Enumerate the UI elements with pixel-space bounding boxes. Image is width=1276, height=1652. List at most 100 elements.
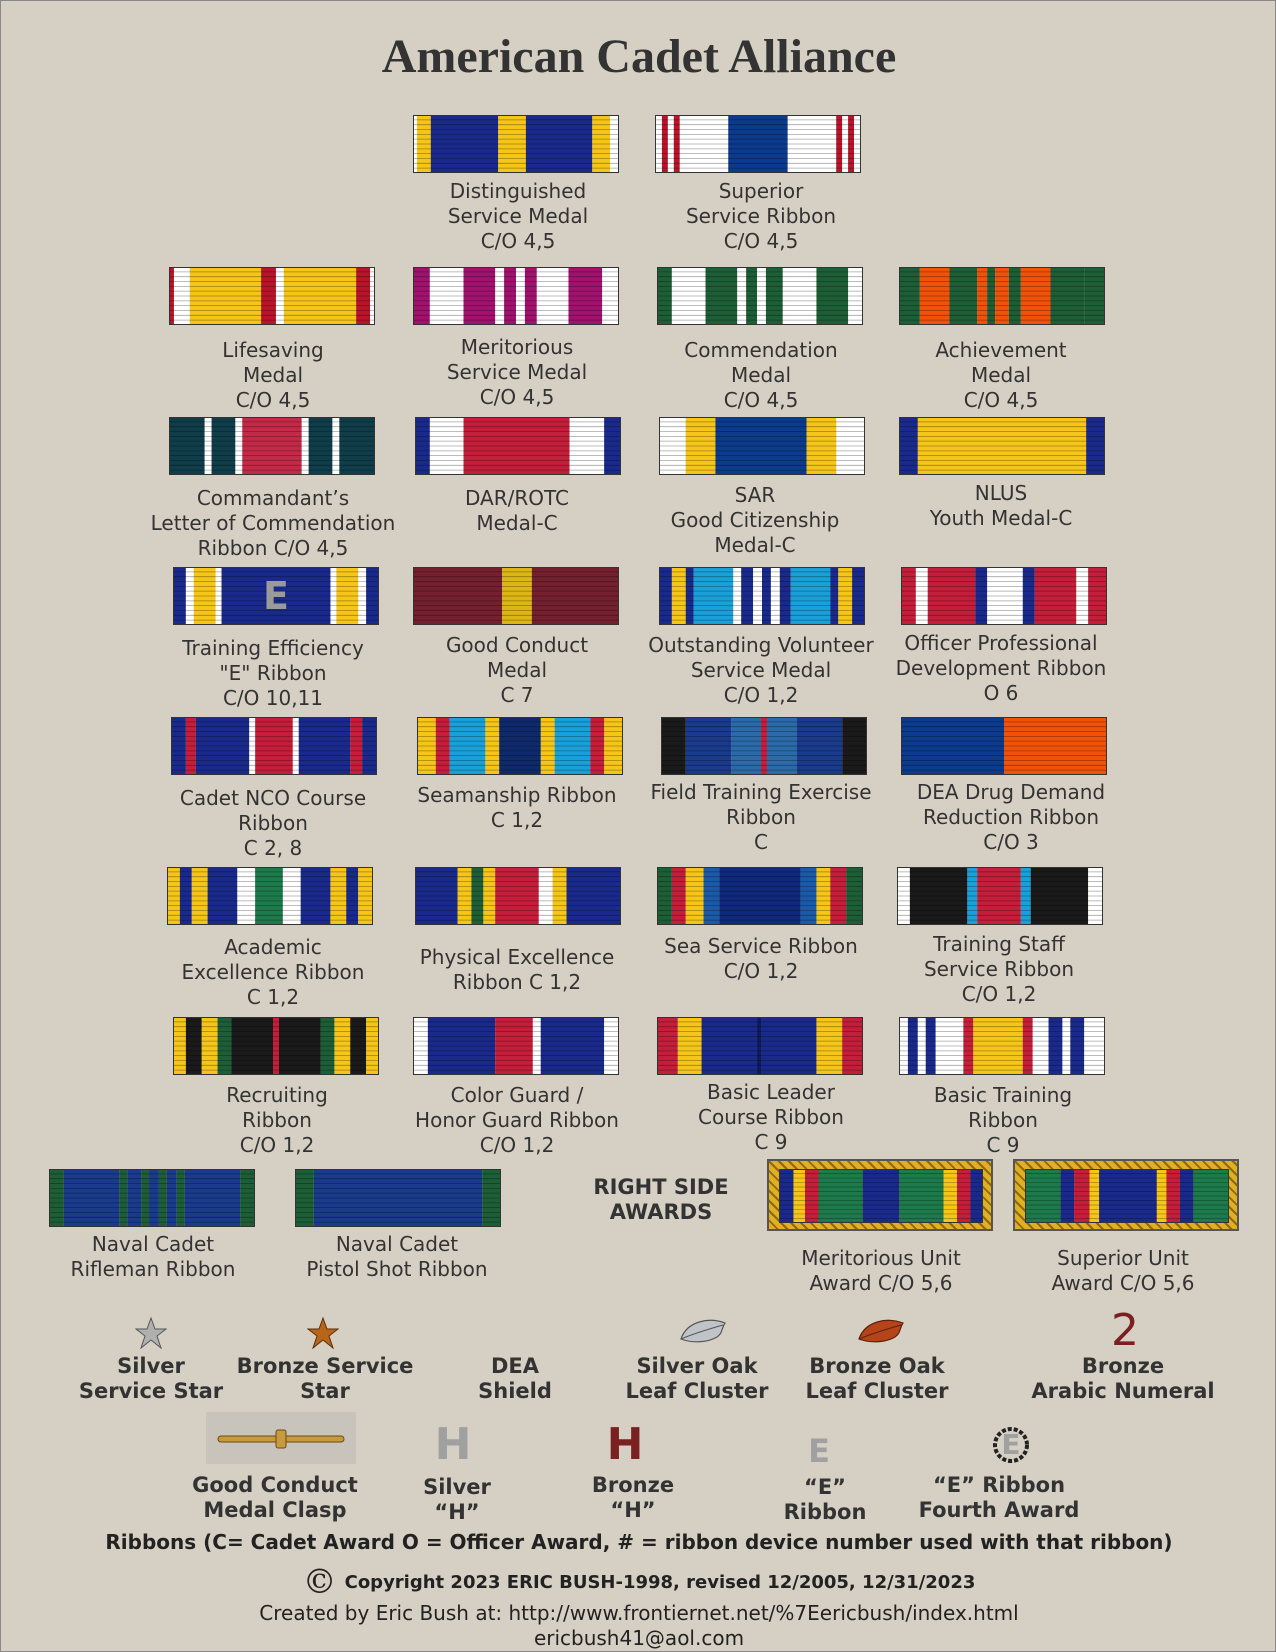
ribbon-stripe [1179,1170,1194,1222]
caption-line: Officer Professional [904,631,1098,655]
caption-line: Youth Medal-C [929,506,1073,530]
ribbon-stripe [719,868,801,924]
ribbon-stripe [805,1170,819,1222]
device-label-line: Bronze Service [236,1354,414,1378]
meritorious-unit-award-ribbon-body [779,1169,983,1223]
ribbon-stripe [350,718,363,774]
superior-service-ribbon-ribbon [655,115,861,173]
meritorious-unit-award-stripes [780,1170,982,1222]
field-training-exercise-ribbon-ribbon [661,717,867,775]
caption-line: Superior Unit [1057,1246,1189,1270]
caption-line: Ribbon C 1,2 [452,970,582,994]
caption-line: Service Medal [447,204,589,228]
basic-leader-course-ribbon-ribbon [657,1017,863,1075]
recruiting-ribbon-caption: Recruiting Ribbon C/O 1,2 [147,1083,407,1158]
ribbon-stripe [842,718,866,774]
ribbon-stripe [987,268,996,324]
ribbon-stripe [170,268,174,324]
ribbon-stripe [1022,568,1035,624]
ribbon-stripe [757,1018,761,1074]
sea-service-ribbon-caption: Sea Service Ribbon C/O 1,2 [631,934,891,984]
caption-line: Commendation [684,338,838,362]
naval-cadet-rifleman-ribbon-caption: Naval Cadet Rifleman Ribbon [23,1232,283,1282]
caption-line: Ribbon C/O 4,5 [197,536,349,560]
training-efficiency-e-ribbon-stripes [174,568,378,624]
achievement-medal-ribbon [899,267,1105,325]
ribbon-stripe [762,568,771,624]
silver-h-label: Silver “H” [327,1475,587,1525]
ribbon-stripe [602,268,618,324]
superior-unit-award-caption: Superior Unit Award C/O 5,6 [993,1246,1253,1296]
caption-line: Good Citizenship [670,508,840,532]
ribbon-stripe [1032,1018,1049,1074]
ribbon-stripe [141,1170,150,1226]
caption-line: Pistol Shot Ribbon [306,1257,488,1281]
superior-service-ribbon-stripes [656,116,860,172]
academic-excellence-ribbon-ribbon [167,867,373,925]
ribbon-stripe [336,568,359,624]
ribbon-stripe [566,868,620,924]
ribbon-stripe [158,1170,167,1226]
ribbon-stripe [935,1018,964,1074]
ribbon-stripe [671,268,706,324]
device-label-line: Bronze [591,1473,675,1497]
ribbon-stripe [418,718,436,774]
device-label-line: Star [300,1379,350,1403]
ribbon-stripe [463,268,496,324]
caption-line: Commandant’s [196,486,350,510]
ribbon-stripe [483,868,496,924]
ribbon-stripe [217,1018,232,1074]
ribbon-stripe [854,116,860,172]
good-conduct-clasp-icon [206,1412,356,1464]
ribbon-stripe [330,868,347,924]
sea-service-ribbon-stripes [658,868,862,924]
ribbon-stripe [900,1018,908,1074]
ribbon-stripe [915,568,928,624]
ribbon-stripe [1022,1018,1033,1074]
ribbon-stripe [703,868,720,924]
ribbon-stripe [495,268,505,324]
caption-line: C/O 1,2 [723,683,799,707]
bronze-star-icon [307,1317,339,1349]
caption-line: DEA Drug Demand [916,780,1106,804]
ribbon-stripe [495,868,539,924]
ribbon-stripe [414,568,503,624]
ribbon-stripe [685,418,716,474]
caption-line: Training Efficiency [182,636,364,660]
ribbon-stripe [552,868,567,924]
ribbon-stripe [207,868,238,924]
caption-line: Field Training Exercise [650,780,872,804]
ribbon-stripe [235,418,243,474]
ribbon-stripe [977,868,1021,924]
ribbon-stripe [334,1018,351,1074]
e-wreath-icon: E [991,1425,1031,1465]
ribbon-stripe [356,268,371,324]
ribbon-stripe [63,1170,120,1226]
ribbon-stripe [610,116,618,172]
ribbon-stripe [531,568,618,624]
naval-cadet-rifleman-ribbon-ribbon [49,1169,255,1227]
caption-line: Medal [242,363,304,387]
ribbon-stripe [1026,1170,1061,1222]
silver-oak-leaf-icon [680,1319,726,1343]
e-device-icon: E [808,1432,830,1470]
ribbon-stripe [255,868,283,924]
recruiting-ribbon-stripes [174,1018,378,1074]
device-label-line: “H” [610,1498,656,1522]
e-device-icon: E [263,574,289,618]
ribbon-stripe [660,418,686,474]
caption-line: Good Conduct [445,633,589,657]
caption-line: C/O 4,5 [480,229,556,253]
distinguished-service-medal-caption: Distinguished Service Medal C/O 4,5 [388,179,648,254]
created-by-link[interactable]: Created by Eric Bush at: http://www.fron… [259,1601,1019,1625]
basic-training-ribbon-stripes [900,1018,1104,1074]
author-email[interactable]: ericbush41@aol.com [533,1626,745,1650]
ribbon-stripe [1008,268,1021,324]
ribbon-stripe [900,268,920,324]
sar-good-citizenship-medal-ribbon [659,417,865,475]
lifesaving-medal-stripes [170,268,374,324]
ribbon-stripe [416,116,431,172]
ribbon-stripe [215,568,222,624]
ribbon-stripe [770,568,780,624]
ribbon-stripe [463,418,570,474]
